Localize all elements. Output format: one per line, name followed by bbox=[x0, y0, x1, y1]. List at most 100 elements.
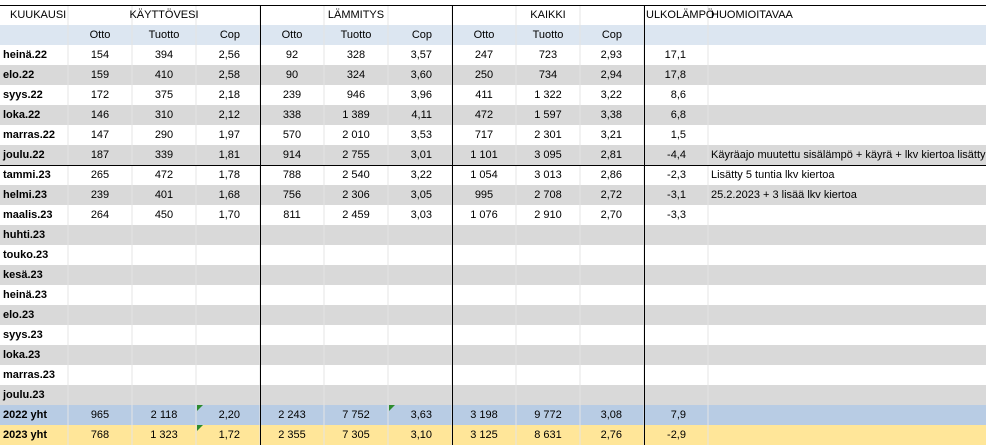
cell: 1 076 bbox=[470, 209, 498, 221]
note: Käyräajo muutettu sisälämpö + käyrä + lk… bbox=[711, 149, 986, 161]
subheader-cell: Otto bbox=[282, 29, 303, 41]
row-label: heinä.23 bbox=[3, 289, 47, 301]
cell: 2,58 bbox=[219, 69, 240, 81]
cell: 328 bbox=[347, 49, 365, 61]
cell: 472 bbox=[155, 169, 173, 181]
cell: 338 bbox=[283, 109, 301, 121]
cell-indicator bbox=[197, 425, 203, 431]
cell: 1,5 bbox=[671, 129, 686, 141]
cell: 946 bbox=[347, 89, 365, 101]
cell: 17,8 bbox=[665, 69, 686, 81]
row-label: touko.23 bbox=[3, 249, 48, 261]
cell: 159 bbox=[91, 69, 109, 81]
total-bg bbox=[0, 405, 986, 425]
cell: 9 772 bbox=[534, 409, 562, 421]
row-bg bbox=[0, 305, 986, 325]
subheader-cell: Cop bbox=[220, 29, 240, 41]
cell: 1 054 bbox=[470, 169, 498, 181]
cell: 410 bbox=[155, 69, 173, 81]
cell: 92 bbox=[286, 49, 298, 61]
cell: 146 bbox=[91, 109, 109, 121]
row-bg bbox=[0, 105, 986, 125]
cell: 450 bbox=[155, 209, 173, 221]
cell: 2 010 bbox=[342, 129, 370, 141]
cell: 2,94 bbox=[601, 69, 622, 81]
header-cell: LÄMMITYS bbox=[328, 9, 384, 21]
row-label: huhti.23 bbox=[3, 229, 45, 241]
row-label: kesä.23 bbox=[3, 269, 43, 281]
cell: 2,18 bbox=[219, 89, 240, 101]
cell: 265 bbox=[91, 169, 109, 181]
cell: 3,05 bbox=[411, 189, 432, 201]
cell: 264 bbox=[91, 209, 109, 221]
cell: 172 bbox=[91, 89, 109, 101]
cell: 2,70 bbox=[601, 209, 622, 221]
cell: 3 198 bbox=[470, 409, 498, 421]
cell: -4,4 bbox=[667, 149, 686, 161]
cell: 3,21 bbox=[601, 129, 622, 141]
cell: 3,01 bbox=[411, 149, 432, 161]
cell: 2 355 bbox=[278, 429, 306, 441]
cell: 310 bbox=[155, 109, 173, 121]
cell: 1 101 bbox=[470, 149, 498, 161]
cell: 2,76 bbox=[601, 429, 622, 441]
cell: 3,03 bbox=[411, 209, 432, 221]
cell: 6,8 bbox=[671, 109, 686, 121]
cell: 187 bbox=[91, 149, 109, 161]
cell: 965 bbox=[91, 409, 109, 421]
subheader-cell: Otto bbox=[90, 29, 111, 41]
header-cell: ULKOLÄMPÖ bbox=[646, 9, 715, 21]
row-label: tammi.23 bbox=[3, 169, 51, 181]
cell: 2 243 bbox=[278, 409, 306, 421]
cell: 239 bbox=[283, 89, 301, 101]
cell: 570 bbox=[283, 129, 301, 141]
cell: 90 bbox=[286, 69, 298, 81]
row-label: helmi.23 bbox=[3, 189, 47, 201]
cell: 3,63 bbox=[411, 409, 432, 421]
header-cell: KAIKKI bbox=[530, 9, 565, 21]
cell: 1 597 bbox=[534, 109, 562, 121]
cell: 1,81 bbox=[219, 149, 240, 161]
subheader-cell: Cop bbox=[412, 29, 432, 41]
cell: 1 389 bbox=[342, 109, 370, 121]
row-label: elo.22 bbox=[3, 69, 34, 81]
note: Lisätty 5 tuntia lkv kiertoa bbox=[711, 169, 835, 181]
cell: 472 bbox=[475, 109, 493, 121]
cell: 3 125 bbox=[470, 429, 498, 441]
row-label: maalis.23 bbox=[3, 209, 53, 221]
cell: 2,93 bbox=[601, 49, 622, 61]
cell: 394 bbox=[155, 49, 173, 61]
cell: 2,72 bbox=[601, 189, 622, 201]
row-label: joulu.22 bbox=[2, 149, 45, 161]
cell: 768 bbox=[91, 429, 109, 441]
subheader-cell: Otto bbox=[474, 29, 495, 41]
cell: 2 118 bbox=[151, 409, 178, 421]
row-bg bbox=[0, 385, 986, 405]
cell: 1 323 bbox=[150, 429, 178, 441]
cell: 2 755 bbox=[342, 149, 370, 161]
row-label: heinä.22 bbox=[3, 49, 47, 61]
cell: 1,70 bbox=[219, 209, 240, 221]
cell: 788 bbox=[283, 169, 301, 181]
cell: 3,08 bbox=[601, 409, 622, 421]
cell: 2 540 bbox=[342, 169, 370, 181]
cell: 2,20 bbox=[219, 409, 240, 421]
subheader-cell: Tuotto bbox=[341, 29, 372, 41]
cell-indicator bbox=[197, 405, 203, 411]
cell: 3,60 bbox=[411, 69, 432, 81]
header-cell: KÄYTTÖVESI bbox=[129, 9, 198, 21]
note: 25.2.2023 + 3 lisää lkv kiertoa bbox=[711, 189, 858, 201]
cell: 411 bbox=[475, 89, 493, 101]
cell: 2 301 bbox=[534, 129, 562, 141]
cell: 1,97 bbox=[219, 129, 240, 141]
header-cell: HUOMIOITAVAA bbox=[711, 9, 794, 21]
row-label: 2022 yht bbox=[3, 409, 47, 421]
row-label: loka.22 bbox=[3, 109, 40, 121]
cell: 734 bbox=[539, 69, 557, 81]
cell: 2 910 bbox=[534, 209, 562, 221]
cell: 7 305 bbox=[342, 429, 370, 441]
header-cell: KUUKAUSI bbox=[10, 9, 66, 21]
cell: 147 bbox=[91, 129, 109, 141]
cell: 154 bbox=[91, 49, 109, 61]
cell: 247 bbox=[475, 49, 493, 61]
